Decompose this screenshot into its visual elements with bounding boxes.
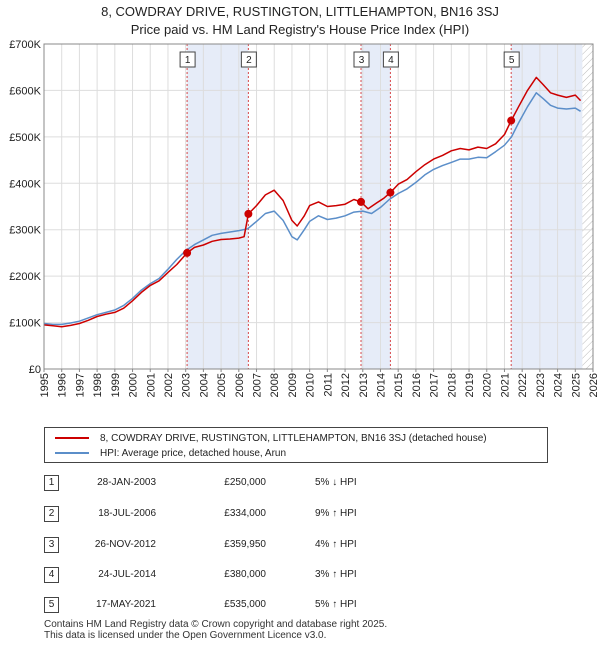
x-tick-label: 2011 [322,373,334,397]
sale-number-badge: 1 [44,475,59,491]
sale-number-badge: 5 [44,597,59,613]
hpi-change: 4% ↑ HPI [315,539,357,550]
x-tick-label: 2017 [429,373,441,397]
sale-number-label: 1 [185,55,191,66]
sale-price: £359,950 [224,539,266,550]
x-tick-label: 2022 [517,373,529,397]
legend-item-property: 8, COWDRAY DRIVE, RUSTINGTON, LITTLEHAMP… [55,431,487,445]
sale-number-label: 3 [359,55,365,66]
x-tick-label: 2025 [570,373,582,397]
x-tick-label: 2021 [499,373,511,397]
legend-label-property: 8, COWDRAY DRIVE, RUSTINGTON, LITTLEHAMP… [100,432,487,444]
sale-number-box [503,51,520,68]
x-tick-label: 2001 [145,373,157,397]
y-tick-label: £400K [9,178,41,190]
sale-price: £334,000 [224,508,266,519]
table-row: 4 24-JUL-2014 £380,000 3% ↑ HPI [0,567,600,585]
sale-point [244,209,253,218]
x-tick-label: 2004 [198,373,210,397]
x-tick-label: 1996 [57,373,69,397]
hpi-change: 5% ↑ HPI [315,599,357,610]
sale-point [507,116,516,125]
property-price-line [43,76,582,328]
ownership-period-band [187,44,249,369]
x-tick-label: 1999 [110,373,122,397]
table-row: 3 26-NOV-2012 £359,950 4% ↑ HPI [0,537,600,555]
x-tick-label: 2010 [305,373,317,397]
x-tick-label: 2005 [216,373,228,397]
x-tick-label: 2003 [181,373,193,397]
x-tick-label: 2015 [393,373,405,397]
sale-number-badge: 3 [44,537,59,553]
sale-price: £535,000 [224,599,266,610]
table-row: 1 28-JAN-2003 £250,000 5% ↓ HPI [0,475,600,493]
y-tick-label: £600K [9,85,41,97]
sale-number-badge: 2 [44,506,59,522]
hpi-line [43,92,581,326]
x-tick-label: 2018 [446,373,458,397]
y-tick-label: £500K [9,132,41,144]
sale-number-box [382,51,399,68]
sale-number-label: 5 [509,55,515,66]
x-tick-label: 2023 [535,373,547,397]
y-tick-label: £700K [9,39,41,51]
x-tick-label: 2006 [234,373,246,397]
sale-date: 17-MAY-2021 [95,599,156,610]
x-tick-label: 2012 [340,373,352,397]
sale-number-box [353,51,370,68]
y-tick-label: £300K [9,225,41,237]
x-tick-label: 2000 [128,373,140,397]
legend-swatch-property [55,437,89,439]
sale-point [357,197,366,206]
footer-licence: This data is licensed under the Open Gov… [44,630,327,641]
x-tick-label: 2009 [287,373,299,397]
x-tick-label: 1997 [74,373,86,397]
hpi-change: 3% ↑ HPI [315,569,357,580]
x-tick-label: 2002 [163,373,175,397]
chart-title: 8, COWDRAY DRIVE, RUSTINGTON, LITTLEHAMP… [101,4,499,19]
chart-legend: 8, COWDRAY DRIVE, RUSTINGTON, LITTLEHAMP… [44,427,548,463]
legend-swatch-hpi [55,452,89,454]
table-row: 2 18-JUL-2006 £334,000 9% ↑ HPI [0,506,600,524]
sale-number-box [240,51,257,68]
sale-price: £380,000 [224,569,266,580]
plot-border [43,43,594,370]
sale-point [386,188,395,197]
x-tick-label: 2019 [464,373,476,397]
sale-number-box [179,51,196,68]
sale-date: 24-JUL-2014 [98,569,156,580]
sale-number-label: 2 [246,55,252,66]
sale-number-badge: 4 [44,567,59,583]
x-tick-label: 2013 [358,373,370,397]
footer-attribution: Contains HM Land Registry data © Crown c… [44,619,387,641]
sale-price: £250,000 [224,477,266,488]
x-tick-label: 2016 [411,373,423,397]
sale-number-label: 4 [388,55,394,66]
future-hatch-area [582,44,593,369]
x-tick-label: 2008 [269,373,281,397]
table-row: 5 17-MAY-2021 £535,000 5% ↑ HPI [0,597,600,615]
x-tick-label: 2026 [588,373,600,397]
legend-item-hpi: HPI: Average price, detached house, Arun [55,446,286,460]
x-tick-label: 2014 [375,373,387,397]
footer-copyright: Contains HM Land Registry data © Crown c… [44,619,388,630]
hpi-change: 9% ↑ HPI [315,508,357,519]
x-tick-label: 1995 [39,373,51,397]
sale-date: 26-NOV-2012 [94,539,156,550]
chart-subtitle: Price paid vs. HM Land Registry's House … [130,22,470,37]
sale-date: 18-JUL-2006 [98,508,156,519]
y-tick-label: £0 [29,364,41,376]
hpi-change: 5% ↓ HPI [315,477,357,488]
x-tick-label: 2007 [252,373,264,397]
legend-label-hpi: HPI: Average price, detached house, Arun [100,447,287,459]
x-tick-label: 2020 [482,373,494,397]
x-tick-label: 2024 [553,373,565,397]
y-tick-label: £200K [9,271,41,283]
y-tick-label: £100K [9,318,41,330]
price-chart: 1 2 3 4 5 £0 £100K £200K £300K £400K £500K £600K £7… [9,39,600,397]
sale-date: 28-JAN-2003 [97,477,156,488]
sale-point [183,248,192,257]
x-tick-label: 1998 [92,373,104,397]
